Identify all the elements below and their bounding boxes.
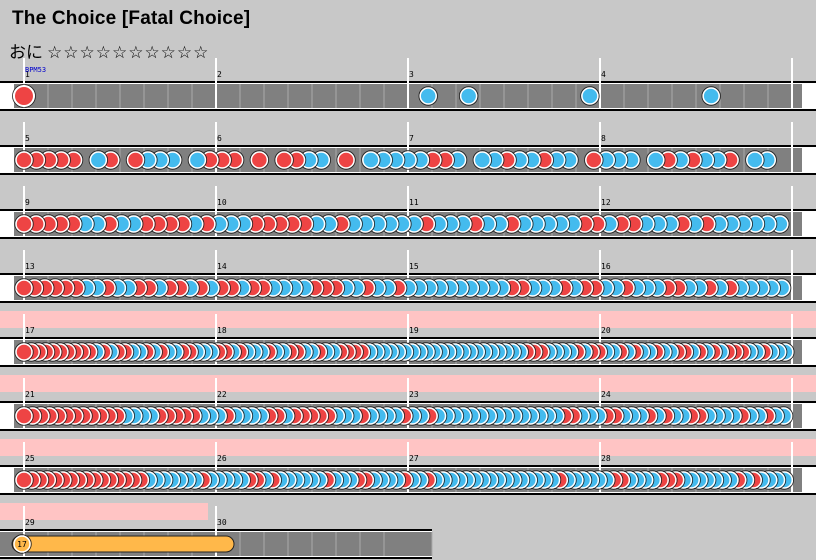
gogo-band [0, 503, 208, 520]
measure-number: 9 [25, 198, 30, 207]
measure-number: 26 [217, 454, 227, 463]
ka-note [702, 87, 720, 105]
don-note [585, 151, 603, 169]
note-outline [14, 342, 34, 362]
don-note [275, 151, 293, 169]
don-note [337, 151, 355, 169]
chart-row: 13 14 15 16 [0, 250, 816, 303]
note-outline [472, 150, 493, 170]
chart-row: 25 26 27 28 [0, 439, 816, 495]
measure-number: 20 [601, 326, 611, 335]
note-outline [14, 150, 34, 170]
measure-number: 28 [601, 454, 611, 463]
measure-number: 18 [217, 326, 227, 335]
note-outline [187, 150, 208, 170]
chart-row: 9 10 11 12 [0, 186, 816, 239]
note-outline [458, 86, 479, 106]
measure-number: 30 [217, 518, 227, 527]
note-outline [12, 84, 36, 108]
don-note [15, 215, 33, 233]
measure-number: 16 [601, 262, 611, 271]
note-outline [418, 86, 438, 106]
ka-note [362, 151, 380, 169]
chart-row: 17 18 19 20 [0, 311, 816, 367]
measure-number: 5 [25, 134, 30, 143]
measure-number: 14 [217, 262, 227, 271]
note-outline [745, 150, 765, 170]
measure-number: 27 [409, 454, 419, 463]
note-outline [14, 214, 34, 234]
measure-number: 19 [409, 326, 419, 335]
measure-number: 11 [409, 198, 419, 207]
measure-number: 15 [409, 262, 419, 271]
ka-note [188, 151, 207, 169]
note-outline [12, 534, 32, 554]
measure-number: 4 [601, 70, 606, 79]
don-note [15, 471, 33, 489]
bpm-label: BPM53 [25, 66, 46, 74]
don-note [15, 279, 33, 297]
ka-note [459, 87, 478, 105]
don-note [15, 343, 33, 361]
don-note [250, 151, 269, 169]
measure-number: 3 [409, 70, 414, 79]
note-outline [336, 150, 356, 170]
note-outline [88, 150, 109, 170]
ka-note [746, 151, 764, 169]
note-outline [701, 86, 721, 106]
measure-number: 12 [601, 198, 611, 207]
measure-number: 17 [25, 326, 35, 335]
measure-number: 22 [217, 390, 227, 399]
chart-row-final: 29 30 17 [0, 503, 433, 559]
big-don-note [13, 85, 35, 107]
note-outline [646, 150, 666, 170]
don-note [126, 151, 145, 169]
note-outline [125, 150, 146, 170]
measure-number: 10 [217, 198, 227, 207]
drumroll-head [13, 535, 31, 553]
drumroll-bar [11, 535, 235, 553]
ka-note [646, 151, 665, 169]
don-note [15, 151, 33, 169]
ka-note [473, 151, 492, 169]
measure-number: 21 [25, 390, 35, 399]
measure-number: 25 [25, 454, 35, 463]
ka-note [419, 87, 437, 105]
note-outline [580, 86, 600, 106]
note-outline [14, 406, 34, 426]
difficulty-line: おに ☆☆☆☆☆☆☆☆☆☆ [9, 38, 209, 63]
measure-number: 6 [217, 134, 222, 143]
measure-number: 8 [601, 134, 606, 143]
measure-number: 2 [217, 70, 222, 79]
note-outline [14, 278, 34, 298]
measure-number: 23 [409, 390, 419, 399]
measure-number: 1 [25, 70, 30, 79]
measure-number: 24 [601, 390, 611, 399]
chart-row: 5 6 7 8 [0, 122, 816, 175]
chart-row: 21 22 23 24 [0, 375, 816, 431]
chart-row: 1 2 3 4 BPM53 [0, 58, 816, 111]
measure-number: 7 [409, 134, 414, 143]
note-outline [249, 150, 270, 170]
don-note [15, 407, 33, 425]
note-outline [274, 150, 294, 170]
note-outline [361, 150, 381, 170]
song-title: The Choice [Fatal Choice] [12, 8, 251, 29]
ka-note [581, 87, 599, 105]
drumroll-label: 17 [17, 540, 27, 549]
difficulty-stars: ☆☆☆☆☆☆☆☆☆☆ [47, 43, 210, 63]
note-outline [584, 150, 604, 170]
note-outline [14, 470, 34, 490]
measure-number: 29 [25, 518, 35, 527]
measure-number: 13 [25, 262, 35, 271]
course-label: おに [9, 43, 43, 63]
ka-note [89, 151, 108, 169]
